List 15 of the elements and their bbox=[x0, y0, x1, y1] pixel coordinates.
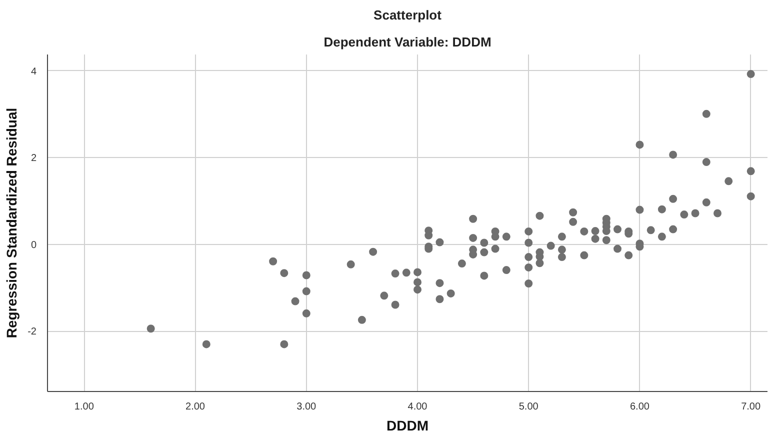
chart-subtitle: Dependent Variable: DDDM bbox=[324, 34, 492, 50]
x-tick-label: 1.00 bbox=[74, 402, 94, 412]
x-tick-label: 6.00 bbox=[630, 402, 650, 412]
y-tick-label: 4 bbox=[30, 66, 37, 78]
chart-title: Scatterplot bbox=[374, 8, 442, 22]
y-tick-label: -2 bbox=[28, 326, 37, 338]
x-tick-label: 4.00 bbox=[408, 402, 428, 412]
x-tick-label: 3.00 bbox=[296, 402, 317, 412]
x-axis-title: DDDM bbox=[386, 418, 429, 434]
y-axis-title: Regression Standardized Residual bbox=[4, 108, 20, 338]
x-tick-label: 7.00 bbox=[741, 402, 762, 412]
y-tick-label: 2 bbox=[30, 153, 37, 164]
x-tick-label: 5.00 bbox=[518, 402, 539, 412]
x-tick-label: 2.00 bbox=[186, 402, 206, 412]
y-tick-label: 0 bbox=[30, 240, 37, 251]
